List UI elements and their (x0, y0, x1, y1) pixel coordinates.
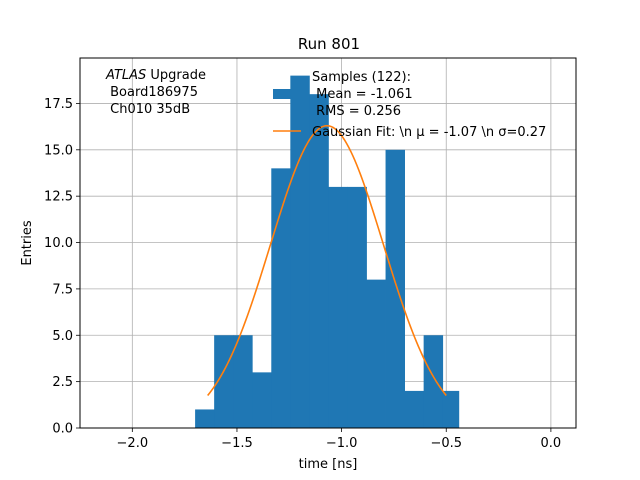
x-tick-label: −1.0 (326, 436, 358, 451)
x-tick-label: −1.5 (221, 436, 253, 451)
histogram-bar (290, 75, 310, 428)
annotation-line-1: ATLAS Upgrade (105, 68, 206, 83)
y-tick-label: 15.0 (44, 143, 73, 158)
legend-label-histogram-line: Mean = -1.061 (312, 87, 413, 102)
legend-label-fit: Gaussian Fit: \n μ = -1.07 \n σ=0.27 (312, 125, 546, 140)
atlas-annotation: ATLAS Upgrade Board186975 Ch010 35dB (105, 68, 206, 117)
annotation-upgrade: Upgrade (146, 68, 206, 83)
histogram-bar (366, 279, 386, 428)
x-tick-label: −2.0 (117, 436, 149, 451)
legend-label-histogram-line: RMS = 0.256 (312, 104, 401, 119)
fit-curve (207, 124, 447, 396)
x-axis-label: time [ns] (299, 457, 358, 472)
y-axis-ticks: 0.0 2.5 5.0 7.5 10.0 12.5 15.0 17.5 (44, 97, 80, 437)
y-tick-label: 2.5 (52, 375, 73, 390)
histogram-bar (347, 186, 367, 428)
histogram-bar (214, 335, 234, 428)
histogram-bar (423, 335, 444, 428)
annotation-line-3: Ch010 35dB (106, 102, 190, 117)
histogram-bar (271, 168, 291, 428)
legend-swatch-histogram (273, 89, 301, 99)
legend-label-histogram: Samples (122): Mean = -1.061 RMS = 0.256 (312, 70, 413, 119)
histogram-bars (195, 75, 460, 429)
histogram-bar (309, 94, 329, 429)
legend-label-histogram-line: Samples (122): (312, 70, 411, 85)
y-tick-label: 10.0 (44, 236, 73, 251)
legend: Samples (122): Mean = -1.061 RMS = 0.256… (273, 70, 546, 140)
x-tick-label: −0.5 (430, 436, 462, 451)
y-tick-label: 12.5 (44, 190, 73, 205)
histogram-bar (328, 186, 348, 428)
plot-frame (79, 57, 577, 429)
histogram-bar (385, 149, 405, 428)
x-tick-label: 0.0 (541, 436, 562, 451)
histogram-bar (233, 335, 253, 428)
histogram-bar (252, 372, 272, 428)
histogram-bar (404, 390, 425, 428)
y-axis-label: Entries (20, 220, 35, 266)
x-axis-ticks: −2.0 −1.5 −1.0 −0.5 0.0 (117, 428, 562, 451)
histogram-bar (195, 409, 215, 428)
annotation-atlas: ATLAS (105, 68, 146, 83)
histogram-bar (442, 390, 460, 428)
y-tick-label: 0.0 (52, 422, 73, 437)
chart-title: Run 801 (298, 35, 360, 53)
y-tick-label: 17.5 (44, 97, 73, 112)
annotation-line-2: Board186975 (106, 85, 198, 100)
gaussian-fit (207, 124, 447, 396)
y-tick-label: 5.0 (52, 329, 73, 344)
y-tick-label: 7.5 (52, 282, 73, 297)
